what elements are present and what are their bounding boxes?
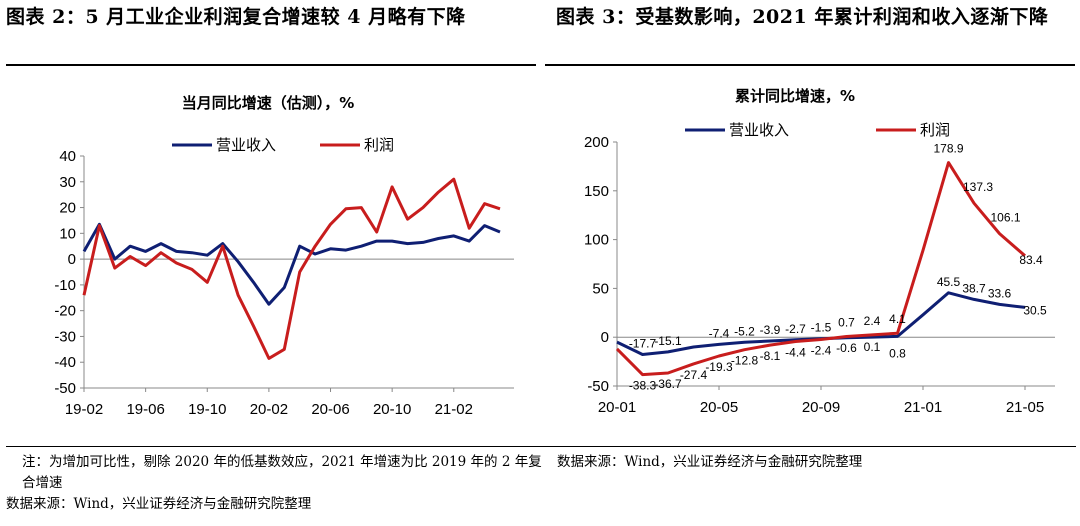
source-text-left: 数据来源：Wind，兴业证券经济与金融研究院整理 [6,496,312,512]
y-tick-label: 30 [59,174,76,191]
data-label: -7.4 [709,326,730,340]
data-label: 106.1 [990,211,1020,225]
y-tick-label: 10 [59,225,76,242]
x-tick-label: 21-02 [435,401,473,418]
x-tick-label: 19-06 [126,401,164,418]
data-label: -4.4 [785,345,806,359]
data-label: 45.5 [937,275,961,289]
y-tick-label: -20 [54,303,76,320]
chart-title: 当月同比增速（估测），% [182,94,355,112]
x-tick-label: 20-05 [700,399,738,416]
series-line [82,222,501,306]
data-label: 4.1 [889,312,906,326]
y-tick-label: 100 [584,232,609,249]
y-tick-label: 150 [584,183,609,200]
x-tick-label: 20-02 [250,401,288,418]
data-label: 0.1 [864,340,881,354]
y-tick-label: 0 [601,329,609,346]
x-tick-label: 21-01 [904,399,942,416]
x-tick-label: 19-02 [65,401,103,418]
data-label: 0.7 [838,316,855,330]
data-label: -5.2 [734,324,755,338]
legend-label: 利润 [920,121,950,139]
legend-label: 营业收入 [216,136,276,154]
data-label: 33.6 [988,286,1012,300]
data-label: -12.8 [731,354,759,368]
legend-label: 利润 [364,136,394,154]
data-label: -19.3 [705,360,733,374]
title-rule-right [545,64,1075,66]
y-tick-label: -50 [587,378,609,395]
x-tick-label: 20-09 [802,399,840,416]
series-line [615,161,1026,377]
x-tick-label: 20-06 [311,401,349,418]
y-tick-label: 20 [59,200,76,217]
data-label: -0.6 [836,341,857,355]
chart-title: 累计同比增速，% [735,87,855,105]
figure-title-left: 图表 2：5 月工业企业利润复合增速较 4 月略有下降 [6,6,466,28]
data-label: -1.5 [811,321,832,335]
legend-label: 营业收入 [729,121,789,139]
x-tick-label: 20-01 [598,399,636,416]
x-tick-label: 20-10 [373,401,411,418]
y-tick-label: -10 [54,277,76,294]
footer-rule [6,446,1076,447]
chart-right: 累计同比增速，% 营业收入 利润 200 150 100 50 0 -50 20-01 20-05 2… [584,87,1055,416]
note-text: 注：为增加可比性，剔除 2020 年的低基数效应，2021 年增速为比 2019… [22,454,542,491]
series-line [82,177,501,360]
data-label: -38.3 [629,379,657,393]
data-label: -3.9 [760,323,781,337]
y-tick-label: 40 [59,148,76,165]
data-label: -15.1 [654,334,682,348]
data-label: 83.4 [1019,253,1043,267]
title-rule-left [6,64,536,66]
y-tick-label: 200 [584,134,609,151]
y-tick-label: 50 [592,280,609,297]
data-label: 30.5 [1023,303,1047,317]
data-label: 137.3 [963,180,993,194]
data-label: -17.7 [629,336,657,350]
data-label: 0.8 [889,346,906,360]
data-label: -27.4 [680,368,708,382]
data-label: -2.7 [785,322,806,336]
data-label: -2.4 [811,344,832,358]
data-label: 2.4 [864,314,881,328]
y-tick-label: -30 [54,328,76,345]
figure-title-right: 图表 3：受基数影响，2021 年累计利润和收入逐渐下降 [556,6,1049,28]
y-tick-label: -50 [54,380,76,397]
y-tick-label: 0 [68,251,76,268]
data-label: -36.7 [654,377,682,391]
data-label: 178.9 [933,142,963,156]
x-tick-label: 19-10 [188,401,226,418]
source-text-right: 数据来源：Wind，兴业证券经济与金融研究院整理 [557,454,863,470]
note-left: 注：为增加可比性，剔除 2020 年的低基数效应，2021 年增速为比 2019… [6,452,542,515]
x-tick-label: 21-05 [1006,399,1044,416]
data-label: 38.7 [962,281,986,295]
y-tick-label: -40 [54,354,76,371]
data-label: -8.1 [760,349,781,363]
chart-left: 当月同比增速（估测），% 营业收入 利润 40 30 20 10 0 -10 -20 -30 -40 -… [54,94,514,418]
